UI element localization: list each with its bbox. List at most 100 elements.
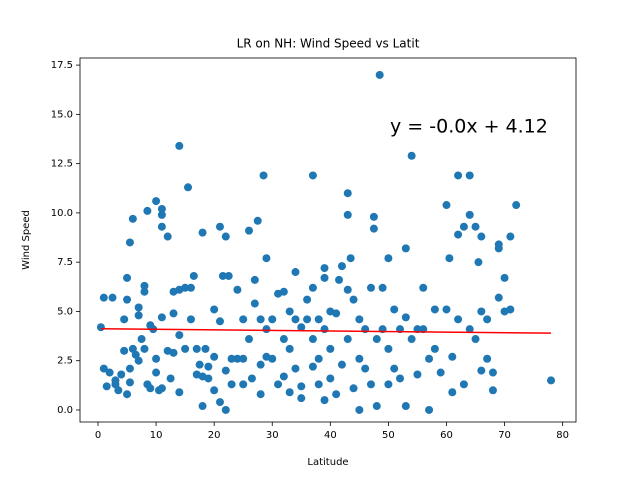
point xyxy=(372,335,381,344)
point xyxy=(140,281,149,290)
point xyxy=(117,370,126,379)
point xyxy=(355,354,364,363)
point xyxy=(477,307,486,316)
point xyxy=(169,309,178,318)
point xyxy=(369,224,378,233)
point xyxy=(320,325,329,334)
point xyxy=(192,344,201,353)
point xyxy=(221,232,230,241)
point xyxy=(285,307,294,316)
point xyxy=(445,254,454,263)
point xyxy=(125,378,134,387)
point xyxy=(384,380,393,389)
point xyxy=(436,368,445,377)
point xyxy=(442,305,451,314)
point xyxy=(186,283,195,292)
point xyxy=(239,315,248,324)
point xyxy=(465,210,474,219)
point xyxy=(297,394,306,403)
point xyxy=(384,344,393,353)
point xyxy=(506,232,515,241)
point xyxy=(343,285,352,294)
point xyxy=(233,354,242,363)
x-axis-label: Latitude xyxy=(307,457,348,468)
annotation: y = -0.0x + 4.12 xyxy=(390,116,548,138)
y-axis-label: Wind Speed xyxy=(21,210,32,270)
point xyxy=(274,380,283,389)
point xyxy=(198,402,207,411)
point xyxy=(430,305,439,314)
point xyxy=(134,303,143,312)
point xyxy=(465,325,474,334)
point xyxy=(189,271,198,280)
point xyxy=(245,335,254,344)
point xyxy=(308,171,317,180)
point xyxy=(303,295,312,304)
point xyxy=(140,287,149,296)
point xyxy=(366,380,375,389)
point xyxy=(169,348,178,357)
point xyxy=(157,204,166,213)
point xyxy=(326,344,335,353)
x-tick-label: 30 xyxy=(266,430,279,441)
point xyxy=(123,273,132,282)
plot-frame xyxy=(79,57,577,423)
point xyxy=(128,344,137,353)
x-tick-label: 50 xyxy=(382,430,395,441)
point xyxy=(494,244,503,253)
point xyxy=(134,356,143,365)
y-tick-label: 12.5 xyxy=(51,159,73,170)
point xyxy=(483,315,492,324)
point xyxy=(369,212,378,221)
point xyxy=(448,388,457,397)
point xyxy=(125,364,134,373)
y-tick-label: 7.5 xyxy=(57,257,73,268)
point xyxy=(500,273,509,282)
point xyxy=(448,352,457,361)
point xyxy=(96,323,105,332)
point xyxy=(349,295,358,304)
x-tick-label: 10 xyxy=(150,430,163,441)
point xyxy=(349,384,358,393)
point xyxy=(332,390,341,399)
point xyxy=(308,362,317,371)
point xyxy=(320,273,329,282)
point xyxy=(372,402,381,411)
point xyxy=(181,344,190,353)
point xyxy=(477,232,486,241)
point xyxy=(181,283,190,292)
point xyxy=(262,254,271,263)
point xyxy=(366,283,375,292)
point xyxy=(291,315,300,324)
point xyxy=(343,210,352,219)
y-tick-label: 15.0 xyxy=(51,109,73,120)
point xyxy=(210,352,219,361)
point xyxy=(166,374,175,383)
point xyxy=(346,254,355,263)
point xyxy=(175,388,184,397)
point xyxy=(245,226,254,235)
point xyxy=(256,315,265,324)
point xyxy=(396,374,405,383)
point xyxy=(401,313,410,322)
point xyxy=(201,344,210,353)
point xyxy=(343,189,352,198)
point xyxy=(125,238,134,247)
point xyxy=(239,354,248,363)
point xyxy=(430,344,439,353)
x-tick-label: 60 xyxy=(440,430,453,441)
point xyxy=(488,368,497,377)
point xyxy=(163,232,172,241)
point xyxy=(477,366,486,375)
point xyxy=(105,368,114,377)
point xyxy=(143,206,152,215)
point xyxy=(218,271,227,280)
point xyxy=(131,350,140,359)
point xyxy=(320,396,329,405)
point xyxy=(247,374,256,383)
point xyxy=(375,70,384,79)
point xyxy=(547,376,556,385)
y-tick-label: 0.0 xyxy=(57,405,73,416)
